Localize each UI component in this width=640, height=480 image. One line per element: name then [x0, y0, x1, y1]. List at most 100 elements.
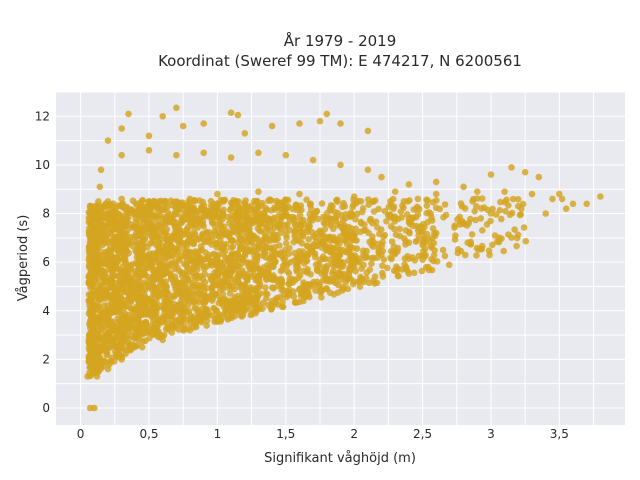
data-point [356, 283, 364, 291]
data-point [257, 217, 265, 225]
data-point [127, 234, 135, 241]
data-point [357, 273, 364, 281]
data-point [356, 228, 364, 236]
data-point [431, 247, 438, 254]
data-point [279, 298, 287, 306]
data-point [295, 248, 303, 255]
data-point [192, 221, 200, 229]
data-point [405, 239, 413, 246]
data-point [340, 199, 347, 207]
data-point [121, 252, 128, 260]
data-point [337, 120, 344, 127]
data-point [296, 211, 304, 219]
data-point [121, 247, 129, 255]
data-point [241, 307, 249, 315]
data-point [492, 211, 500, 218]
data-point [163, 235, 170, 242]
data-point [203, 322, 210, 329]
data-point [410, 269, 418, 277]
data-point [86, 246, 94, 254]
data-point [387, 223, 395, 230]
y-tick-label: 6 [42, 255, 50, 269]
data-point [153, 250, 160, 257]
x-tick-label: 1 [214, 427, 222, 441]
data-point [177, 320, 185, 327]
data-point [98, 359, 105, 366]
data-point [169, 304, 177, 312]
data-point [379, 239, 386, 246]
data-point [318, 244, 326, 251]
data-point [87, 262, 95, 269]
data-point [415, 232, 422, 239]
data-point [136, 254, 143, 262]
data-point [181, 252, 189, 260]
data-point [93, 212, 101, 220]
data-point [172, 291, 180, 299]
data-point [209, 273, 217, 280]
data-point [91, 404, 98, 412]
data-point [296, 285, 303, 293]
data-point [344, 285, 352, 293]
data-point [227, 109, 235, 116]
data-point [315, 215, 322, 223]
data-point [161, 331, 168, 339]
data-point [274, 235, 282, 242]
data-point [226, 219, 233, 227]
data-point [253, 257, 261, 264]
data-point [297, 222, 305, 229]
data-point [425, 263, 432, 271]
data-point [503, 196, 510, 204]
data-point [399, 202, 406, 209]
data-point [296, 190, 303, 198]
data-point [321, 225, 329, 233]
data-point [139, 311, 146, 318]
data-point [161, 309, 168, 317]
data-point [248, 273, 256, 280]
data-point [220, 206, 227, 214]
data-point [222, 240, 230, 248]
data-point [244, 259, 252, 266]
data-point [200, 120, 207, 127]
data-point [241, 130, 249, 137]
data-point [289, 205, 296, 213]
data-point [127, 324, 135, 332]
data-point [374, 224, 381, 231]
data-point [167, 249, 174, 257]
data-point [182, 283, 190, 291]
data-point [267, 237, 275, 244]
data-point [212, 232, 219, 239]
data-point [259, 299, 267, 307]
data-point [349, 257, 356, 264]
data-point [150, 232, 157, 239]
data-point [139, 338, 147, 345]
data-point [425, 209, 433, 216]
data-point [277, 229, 284, 237]
data-point [181, 305, 188, 312]
data-point [441, 201, 449, 208]
data-point [144, 229, 152, 236]
data-point [252, 199, 260, 207]
data-point [118, 125, 125, 132]
data-point [199, 198, 207, 206]
data-point [94, 290, 102, 298]
data-point [378, 173, 385, 181]
data-point [226, 290, 234, 297]
data-point [175, 301, 183, 308]
data-point [419, 256, 426, 264]
data-point [84, 373, 91, 380]
data-point [96, 183, 104, 191]
data-point [159, 113, 166, 120]
data-point [95, 198, 102, 205]
data-point [193, 318, 200, 325]
data-point [170, 278, 177, 285]
data-point [199, 305, 207, 312]
data-point [264, 290, 271, 298]
data-point [280, 286, 287, 294]
data-point [317, 231, 324, 238]
data-point [318, 200, 326, 207]
data-point [194, 281, 202, 289]
data-point [514, 196, 522, 203]
data-point [316, 281, 324, 288]
data-point [262, 204, 269, 212]
data-point [159, 278, 166, 286]
